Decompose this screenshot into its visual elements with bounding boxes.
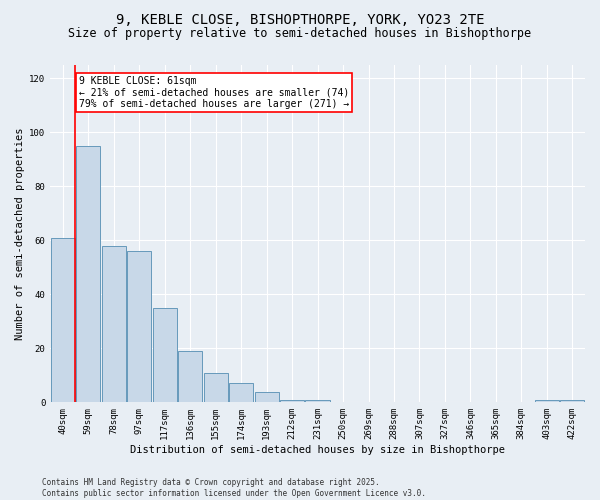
Bar bbox=[535, 400, 559, 402]
Text: 9 KEBLE CLOSE: 61sqm
← 21% of semi-detached houses are smaller (74)
79% of semi-: 9 KEBLE CLOSE: 61sqm ← 21% of semi-detac… bbox=[79, 76, 349, 109]
Bar bbox=[280, 400, 304, 402]
Y-axis label: Number of semi-detached properties: Number of semi-detached properties bbox=[15, 128, 25, 340]
Bar bbox=[229, 384, 253, 402]
Bar bbox=[51, 238, 75, 402]
Bar bbox=[560, 400, 584, 402]
Text: Contains HM Land Registry data © Crown copyright and database right 2025.
Contai: Contains HM Land Registry data © Crown c… bbox=[42, 478, 426, 498]
Bar bbox=[102, 246, 126, 402]
Bar bbox=[305, 400, 329, 402]
Text: 9, KEBLE CLOSE, BISHOPTHORPE, YORK, YO23 2TE: 9, KEBLE CLOSE, BISHOPTHORPE, YORK, YO23… bbox=[116, 12, 484, 26]
Bar bbox=[152, 308, 177, 402]
X-axis label: Distribution of semi-detached houses by size in Bishopthorpe: Distribution of semi-detached houses by … bbox=[130, 445, 505, 455]
Bar bbox=[203, 372, 228, 402]
Text: Size of property relative to semi-detached houses in Bishopthorpe: Size of property relative to semi-detach… bbox=[68, 28, 532, 40]
Bar bbox=[76, 146, 100, 403]
Bar bbox=[127, 251, 151, 402]
Bar bbox=[178, 351, 202, 403]
Bar bbox=[254, 392, 279, 402]
